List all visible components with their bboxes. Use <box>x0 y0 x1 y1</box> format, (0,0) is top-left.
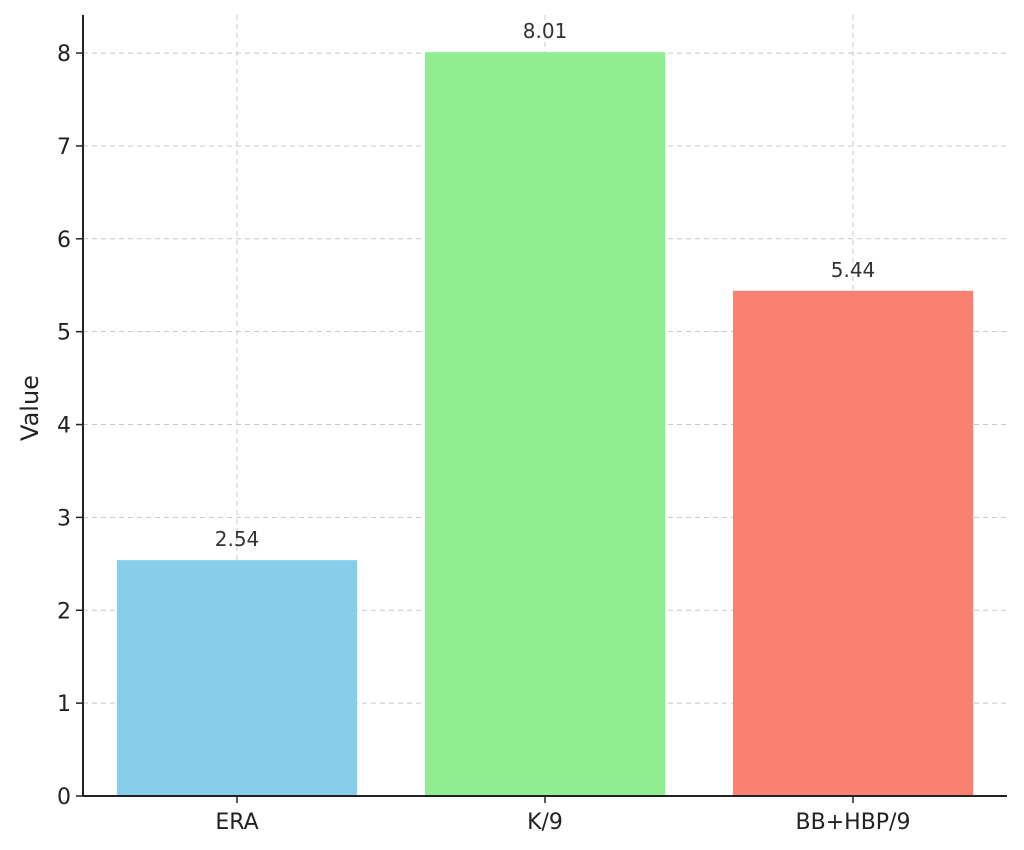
y-tick-label: 4 <box>57 414 71 439</box>
x-tick-label: BB+HBP/9 <box>796 810 911 835</box>
bar-era <box>116 560 358 796</box>
bar-value-label: 2.54 <box>215 527 260 551</box>
axes: 0 1 2 3 4 5 6 7 8 ERA K/9 BB+HBP/9 <box>57 15 1007 835</box>
y-axis-title: Value <box>16 375 44 441</box>
y-tick-label: 2 <box>57 599 71 624</box>
data-labels: 2.54 8.01 5.44 <box>215 19 876 551</box>
y-tick-label: 7 <box>57 135 71 160</box>
bars <box>116 52 974 797</box>
y-tick-label: 3 <box>57 506 71 531</box>
bar-value-label: 5.44 <box>831 258 876 282</box>
bar-bb-hbp-9 <box>732 290 974 796</box>
y-tick-label: 8 <box>57 42 71 67</box>
y-tick-label: 6 <box>57 228 71 253</box>
y-tick-label: 5 <box>57 321 71 346</box>
x-tick-label: K/9 <box>527 810 563 835</box>
x-tick-label: ERA <box>215 810 258 835</box>
y-tick-label: 0 <box>57 785 71 810</box>
bar-k-9 <box>424 52 666 797</box>
bar-value-label: 8.01 <box>523 19 568 43</box>
y-tick-label: 1 <box>57 692 71 717</box>
